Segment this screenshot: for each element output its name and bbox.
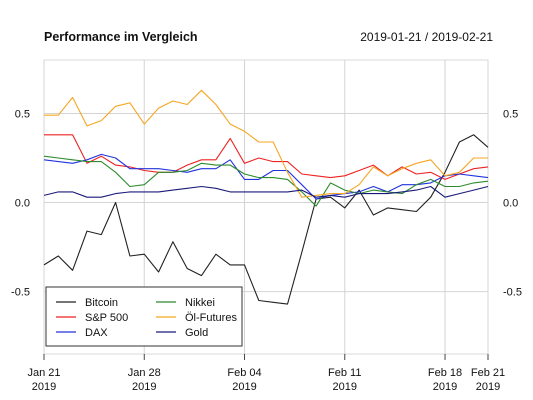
x-tick-year-label: 2019	[132, 381, 156, 393]
legend-label-nikkei: Nikkei	[185, 297, 215, 309]
legend-label-bitcoin: Bitcoin	[85, 297, 118, 309]
chart-title: Performance im Vergleich	[44, 30, 198, 44]
y-axis-right: 0.5 0.0 -0.5	[503, 108, 522, 298]
series-line-bitcoin	[43, 134, 489, 305]
x-tick-year-label: 2019	[32, 381, 56, 393]
y-axis-left: 0.5 0.0 -0.5	[11, 108, 30, 298]
x-tick-year-label: 2019	[333, 381, 357, 393]
y-tick-label-left: 0.5	[15, 108, 30, 120]
x-axis: Jan 21 2019 Jan 28 2019 Feb 04 2019 Feb 11 2019…	[27, 354, 505, 393]
y-tick-label-right: 0.5	[503, 108, 518, 120]
x-tick-label: Jan 21	[27, 367, 60, 379]
y-tick-label-right: -0.5	[503, 287, 522, 299]
legend-label-l-futures: Öl-Futures	[185, 312, 237, 324]
x-tick-label: Feb 04	[227, 367, 261, 379]
x-tick-label: Feb 21	[471, 367, 505, 379]
y-tick-label-left: 0.0	[15, 198, 30, 210]
y-tick-label-right: 0.0	[503, 198, 518, 210]
series-lines	[43, 89, 489, 305]
legend-label-s-p-500: S&P 500	[85, 312, 128, 324]
series-line-s-p-500	[44, 134, 489, 180]
grid-lines	[43, 59, 489, 355]
series-line-nikkei	[43, 155, 489, 207]
legend: Bitcoin S&P 500 DAX Nikkei Öl-Futures Gold	[45, 286, 243, 347]
legend-box	[45, 286, 243, 347]
x-tick-year-label: 2019	[433, 381, 457, 393]
x-tick-label: Feb 11	[328, 367, 361, 379]
x-tick-label: Jan 28	[128, 367, 161, 379]
legend-label-gold: Gold	[185, 327, 208, 339]
series-line-l-futures	[44, 89, 488, 198]
series-line-gold	[43, 185, 489, 198]
y-tick-label-left: -0.5	[11, 287, 30, 299]
series-line-dax	[43, 153, 489, 200]
legend-label-dax: DAX	[85, 327, 108, 339]
x-tick-year-label: 2019	[232, 381, 256, 393]
x-tick-year-label: 2019	[476, 381, 500, 393]
date-range-label: 2019-01-21 / 2019-02-21	[360, 30, 493, 44]
x-tick-label: Feb 18	[428, 367, 462, 379]
